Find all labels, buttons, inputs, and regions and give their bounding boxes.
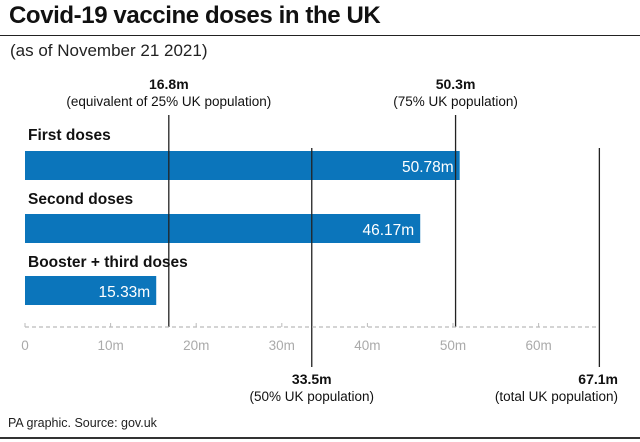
reference-value-label: 67.1m (578, 371, 618, 387)
chart-title: Covid-19 vaccine doses in the UK (9, 2, 381, 29)
series-label: Second doses (28, 191, 133, 208)
reference-value-label: 33.5m (292, 371, 332, 387)
reference-note-label: (50% UK population) (249, 389, 374, 404)
source-note: PA graphic. Source: gov.uk (8, 416, 157, 430)
reference-value-label: 16.8m (149, 76, 189, 92)
x-tick-label: 40m (354, 338, 380, 353)
x-tick-label: 20m (183, 338, 209, 353)
bar-value-label: 46.17m (363, 222, 415, 239)
x-tick-label: 30m (269, 338, 295, 353)
reference-note-label: (75% UK population) (393, 94, 518, 109)
bar-3 (25, 276, 157, 305)
x-tick-label: 50m (440, 338, 466, 353)
bar-2 (25, 214, 421, 243)
bottom-divider (0, 437, 640, 439)
series-label: Booster + third doses (28, 254, 188, 271)
series-label: First doses (28, 127, 111, 144)
x-tick-label: 0 (21, 338, 29, 353)
title-divider (0, 35, 640, 36)
x-tick-label: 10m (97, 338, 123, 353)
bar-value-label: 50.78m (402, 159, 454, 176)
bar-1 (25, 151, 460, 180)
bar-value-label: 15.33m (99, 284, 151, 301)
reference-value-label: 50.3m (436, 76, 476, 92)
reference-note-label: (equivalent of 25% UK population) (66, 94, 271, 109)
reference-note-label: (total UK population) (495, 389, 618, 404)
x-tick-label: 60m (525, 338, 551, 353)
chart-subtitle: (as of November 21 2021) (10, 41, 208, 60)
